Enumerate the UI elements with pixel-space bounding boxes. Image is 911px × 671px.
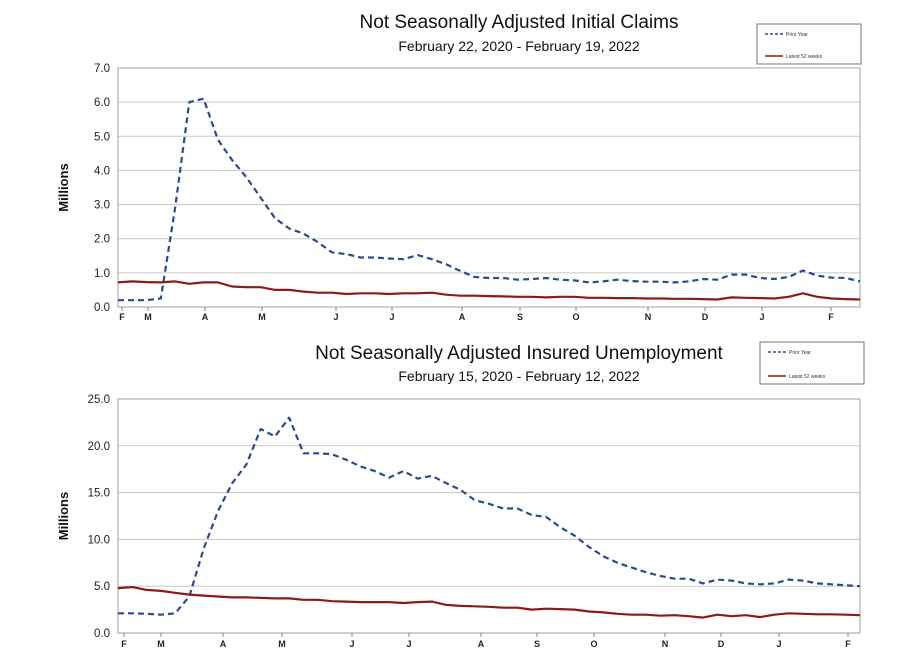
chart-subtitle: February 15, 2020 - February 12, 2022 (398, 368, 639, 384)
x-tick-label: A (220, 639, 227, 649)
legend-label: Prior Year (786, 32, 808, 38)
x-tick-label: A (459, 312, 466, 322)
series-line-latest-52-weeks (117, 280, 861, 301)
x-tick-label: D (718, 639, 725, 649)
chart-2: Not Seasonally Adjusted Insured Unemploy… (56, 341, 865, 649)
y-tick-label: 20.0 (88, 441, 110, 453)
x-tick-label: F (119, 312, 125, 322)
legend: Prior Year Latest 52 weeks (759, 341, 865, 385)
x-tick-label: F (845, 639, 851, 649)
y-tick-label: 10.0 (88, 534, 110, 546)
x-tick-label: F (121, 639, 127, 649)
y-tick-label: 5.0 (94, 581, 110, 593)
y-tick-label: 0.0 (94, 628, 110, 640)
x-tick-label: M (258, 312, 266, 322)
plot-area (117, 398, 861, 634)
legend-label: Latest 52 weeks (786, 54, 823, 60)
y-tick-label: 15.0 (88, 488, 110, 500)
legend-box (759, 341, 865, 385)
x-tick-label: M (144, 312, 152, 322)
x-tick-label: J (406, 639, 411, 649)
x-tick-label: O (590, 639, 597, 649)
x-tick-label: A (202, 312, 209, 322)
chart-title: Not Seasonally Adjusted Insured Unemploy… (315, 343, 723, 364)
legend-label: Prior Year (789, 350, 811, 356)
x-tick-label: J (776, 639, 781, 649)
series-line-latest-52-weeks (117, 585, 861, 619)
x-tick-label: N (645, 312, 652, 322)
x-tick-label: O (572, 312, 579, 322)
chart-1: Not Seasonally Adjusted Initial Claims Fe… (56, 12, 862, 322)
y-axis-label: Millions (56, 492, 71, 540)
plot-area (117, 67, 861, 308)
x-tick-label: F (828, 312, 834, 322)
y-tick-label: 6.0 (94, 97, 110, 109)
x-tick-label: M (157, 639, 165, 649)
chart-subtitle: February 22, 2020 - February 19, 2022 (398, 38, 639, 54)
x-tick-label: J (349, 639, 354, 649)
x-tick-label: D (702, 312, 709, 322)
x-tick-label: S (534, 639, 540, 649)
y-tick-label: 7.0 (94, 63, 110, 75)
x-tick-label: N (662, 639, 669, 649)
legend: Prior Year Latest 52 weeks (756, 23, 862, 65)
series-line-prior-year (118, 416, 861, 616)
y-tick-label: 25.0 (88, 394, 110, 406)
x-tick-label: A (478, 639, 485, 649)
y-axis-label: Millions (56, 163, 71, 211)
y-tick-label: 0.0 (94, 302, 110, 314)
legend-box (756, 23, 862, 65)
x-tick-label: M (278, 639, 286, 649)
y-tick-label: 3.0 (94, 200, 110, 212)
x-tick-label: J (389, 312, 394, 322)
y-tick-label: 2.0 (94, 234, 110, 246)
y-tick-label: 1.0 (94, 268, 110, 280)
series-line-prior-year (118, 97, 861, 302)
x-tick-label: J (333, 312, 338, 322)
chart-title: Not Seasonally Adjusted Initial Claims (360, 12, 679, 33)
y-tick-label: 5.0 (94, 131, 110, 143)
y-tick-label: 4.0 (94, 165, 110, 177)
x-tick-label: S (517, 312, 523, 322)
legend-label: Latest 52 weeks (789, 374, 826, 380)
x-tick-label: J (759, 312, 764, 322)
